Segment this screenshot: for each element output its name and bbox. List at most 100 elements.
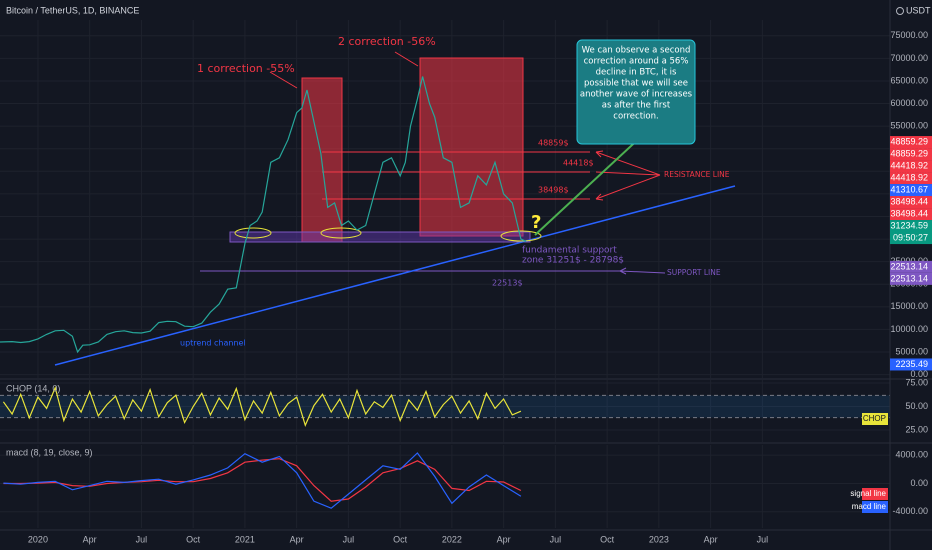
legend-label: signal line [850,489,886,498]
price-label-box [890,184,932,197]
annotation: 22513$ [492,279,523,288]
x-tick-label: Apr [290,534,304,544]
annotation: ? [531,212,541,233]
level-label: 44418$ [563,159,594,168]
y-tick-label: 75000.00 [890,30,928,40]
annotations: 1 correction -55% 2 correction -56% We c… [180,35,730,348]
y-tick-label: 0.00 [910,478,928,488]
price-label: 41310.67 [890,184,928,194]
price-label: 38498.44 [890,208,928,218]
x-tick-label: Apr [83,534,97,544]
price-label-box [890,196,932,209]
annotation: zone 31251$ - 28798$ [522,256,624,266]
highlight [500,230,542,242]
series-line [3,458,522,502]
currency-icon [896,7,904,15]
price-label: 2235.49 [895,359,928,369]
series-line [2,385,522,428]
note-line: decline in BTC, it is [596,68,677,78]
x-tick-label: 2020 [28,534,48,544]
x-tick-label: Oct [186,534,201,544]
x-tick-label: Jul [343,534,355,544]
countdown: 09:50:27 [893,232,928,242]
level-band [0,395,890,418]
price-label-box [890,220,932,245]
price-label-box [890,136,932,149]
note-line: correction around a 56% [584,57,689,67]
y-tick-label: 55000.00 [890,121,928,131]
price-label-box [890,160,932,173]
correction-box [419,57,524,237]
price-label: 22513.14 [890,261,928,271]
series-line [0,76,527,354]
support-arrow [618,267,666,275]
y-tick-label: -4000.00 [892,506,928,516]
currency: USDT [906,5,931,15]
price-label-box [890,272,932,285]
y-tick-label: 15000.00 [890,301,928,311]
x-tick-label: Apr [497,534,511,544]
highlight [320,227,362,239]
price-label: 31234.59 [890,220,928,230]
x-tick-label: Jul [550,534,562,544]
legend-label: CHOP [863,414,886,423]
pointer-arrows [269,51,419,89]
y-tick-label: 65000.00 [890,75,928,85]
pane-title: macd (8, 19, close, 9) [6,447,93,457]
price-label: 48859.29 [890,148,928,158]
price-label: 44418.92 [890,172,928,182]
axis: 0.005000.0010000.0015000.0020000.0025000… [28,30,932,544]
y-tick-label: 70000.00 [890,53,928,63]
price-label: 38498.44 [890,196,928,206]
annotation: fundamental support [522,246,617,256]
note-line: correction. [613,112,658,122]
y-tick-label: 10000.00 [890,324,928,334]
price-label-box [890,148,932,161]
price-label: 44418.92 [890,160,928,170]
note-line: possible that we will see [584,79,688,89]
price-label: 22513.14 [890,273,928,283]
annotation: SUPPORT LINE [667,268,721,277]
pane-title: CHOP (14, 0) [6,383,60,393]
note-line: We can observe a second [582,46,691,56]
annotation: RESISTANCE LINE [664,170,730,179]
price-label-box [890,358,932,371]
legend-tag [862,501,888,513]
legend-label: macd line [852,502,887,511]
price-label: 48859.29 [890,136,928,146]
x-tick-label: 2023 [649,534,669,544]
x-tick-label: Jul [136,534,148,544]
y-tick-label: 4000.00 [895,450,928,460]
x-tick-label: 2022 [442,534,462,544]
level-label: 48859$ [538,139,569,148]
support-zone [229,231,531,243]
y-tick-label: 50.00 [905,401,928,411]
y-tick-label: 75.00 [905,377,928,387]
x-tick-label: Oct [600,534,615,544]
price-label-box [890,172,932,185]
y-tick-label: 0.00 [910,369,928,379]
x-tick-label: 2021 [235,534,255,544]
highlight [234,227,272,239]
chart-title: Bitcoin / TetherUS, 1D, BINANCE [6,5,139,15]
legend-tag [862,413,888,425]
marks [0,76,527,509]
y-tick-label: 25.00 [905,424,928,434]
x-tick-label: Jul [757,534,769,544]
legend-tag [862,488,888,500]
resistance-arrows [595,150,661,201]
y-tick-label: 5000.00 [895,346,928,356]
note-box [576,39,696,145]
x-tick-label: Apr [704,534,718,544]
level-label: 38498$ [538,186,569,195]
price-label-box [890,260,932,273]
note-line: another wave of increases [580,90,693,100]
annotation: 2 correction -56% [338,35,436,48]
price-label-box [890,208,932,221]
series-line [3,452,522,509]
uptrend-line [54,185,736,366]
note-line: as after the first [602,101,671,111]
annotation: uptrend channel [180,339,246,348]
annotation: 1 correction -55% [197,62,295,75]
